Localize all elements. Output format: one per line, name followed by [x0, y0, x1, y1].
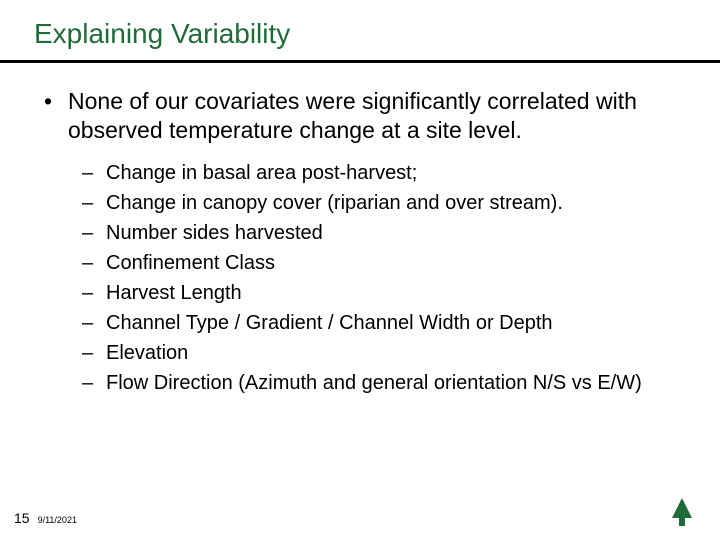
sub-item-text: Change in basal area post-harvest;	[106, 159, 417, 187]
sub-item-text: Number sides harvested	[106, 219, 323, 247]
dash-icon: –	[82, 159, 106, 187]
dash-icon: –	[82, 249, 106, 277]
bullet-level1-text: None of our covariates were significantl…	[68, 87, 676, 145]
sub-bullet-list: – Change in basal area post-harvest; – C…	[44, 159, 676, 397]
sub-item-text: Channel Type / Gradient / Channel Width …	[106, 309, 553, 337]
sub-item-text: Flow Direction (Azimuth and general orie…	[106, 369, 642, 397]
dash-icon: –	[82, 369, 106, 397]
list-item: – Number sides harvested	[82, 219, 676, 247]
sub-item-text: Confinement Class	[106, 249, 275, 277]
sub-item-text: Elevation	[106, 339, 188, 367]
list-item: – Elevation	[82, 339, 676, 367]
footer: 15 9/11/2021	[14, 510, 77, 526]
dash-icon: –	[82, 279, 106, 307]
bullet-level1: • None of our covariates were significan…	[44, 87, 676, 145]
slide-title: Explaining Variability	[0, 18, 720, 60]
dash-icon: –	[82, 219, 106, 247]
list-item: – Change in basal area post-harvest;	[82, 159, 676, 187]
list-item: – Confinement Class	[82, 249, 676, 277]
slide-number: 15	[14, 510, 30, 526]
list-item: – Harvest Length	[82, 279, 676, 307]
dash-icon: –	[82, 339, 106, 367]
content-area: • None of our covariates were significan…	[0, 63, 720, 397]
slide-date: 9/11/2021	[38, 515, 77, 525]
list-item: – Change in canopy cover (riparian and o…	[82, 189, 676, 217]
dash-icon: –	[82, 189, 106, 217]
list-item: – Flow Direction (Azimuth and general or…	[82, 369, 676, 397]
slide: Explaining Variability • None of our cov…	[0, 0, 720, 540]
bullet-dot-icon: •	[44, 87, 68, 145]
sub-item-text: Change in canopy cover (riparian and ove…	[106, 189, 563, 217]
list-item: – Channel Type / Gradient / Channel Widt…	[82, 309, 676, 337]
company-logo-icon	[666, 496, 698, 528]
dash-icon: –	[82, 309, 106, 337]
sub-item-text: Harvest Length	[106, 279, 242, 307]
